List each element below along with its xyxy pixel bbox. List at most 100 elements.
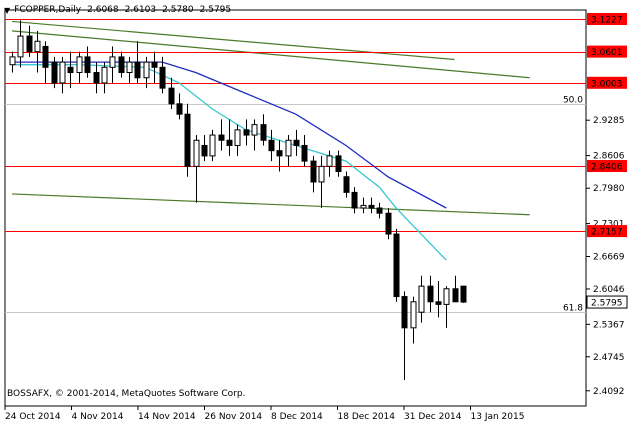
x-axis-tick-label: 31 Dec 2014 xyxy=(404,412,462,422)
candle-body xyxy=(126,61,133,74)
level-price-label: 2.7157 xyxy=(591,228,623,238)
candle-body xyxy=(84,56,91,74)
candle-body xyxy=(118,56,125,74)
candle-body xyxy=(301,144,308,162)
candle-body xyxy=(109,56,116,68)
candle-body xyxy=(193,139,200,167)
level-price-box xyxy=(587,13,627,26)
candle-body xyxy=(218,134,225,141)
candle-body xyxy=(184,113,191,167)
close-value: 2.5795 xyxy=(199,5,232,15)
y-axis-tick-label: 2.8606 xyxy=(593,152,625,162)
candle-body xyxy=(376,207,383,214)
candle-body xyxy=(176,103,183,115)
candle-body xyxy=(393,233,400,298)
candle-body xyxy=(209,134,216,157)
candle-body xyxy=(59,61,66,84)
candle-body xyxy=(335,155,342,173)
trend-line-upper xyxy=(11,20,455,61)
candle-body xyxy=(293,139,300,146)
candle-body xyxy=(260,124,267,141)
candle-body xyxy=(251,124,258,136)
level-price-label: 3.0601 xyxy=(591,48,623,58)
open-value: 2.6068 xyxy=(87,5,119,15)
level-price-box xyxy=(587,225,627,238)
candle-body xyxy=(435,301,442,305)
candle-body xyxy=(443,288,450,305)
level-price-box xyxy=(587,45,627,58)
candle-body xyxy=(343,176,350,193)
candle-body xyxy=(452,288,459,303)
candle-body xyxy=(101,66,108,84)
candle-body xyxy=(9,56,16,66)
candle-body xyxy=(243,129,250,136)
candle-body xyxy=(326,155,333,167)
candle-body xyxy=(226,139,233,146)
candle-body xyxy=(234,129,241,146)
level-price-box xyxy=(587,76,627,89)
candle-body xyxy=(368,204,375,209)
plot-frame xyxy=(4,9,587,407)
x-axis-tick-label: 13 Jan 2015 xyxy=(471,412,525,422)
x-axis-tick-label: 18 Dec 2014 xyxy=(338,412,396,422)
y-axis-tick-label: 2.4092 xyxy=(593,387,625,397)
y-axis-tick-label: 2.4745 xyxy=(593,353,625,363)
candle-body xyxy=(93,72,100,84)
y-axis-tick-label: 2.6669 xyxy=(593,253,625,263)
moving-average-slow xyxy=(12,61,447,209)
current-price-label: 2.5795 xyxy=(591,299,623,309)
candle-body xyxy=(34,40,41,53)
candle-body xyxy=(159,66,166,89)
candle-body xyxy=(268,139,275,152)
candle-body xyxy=(318,165,325,183)
candle-body xyxy=(51,61,58,84)
y-axis-tick-label: 2.5367 xyxy=(593,320,625,330)
level-price-label: 3.1227 xyxy=(591,16,623,26)
trend-line-upper2 xyxy=(11,30,530,79)
candle-body xyxy=(151,61,158,68)
candle-body xyxy=(76,56,83,74)
candle-body xyxy=(351,191,358,209)
candle-body xyxy=(310,160,317,183)
candle-body xyxy=(134,61,141,79)
symbol-label: FCOPPER,Daily xyxy=(14,5,82,15)
fib-level-label: 61.8 xyxy=(563,304,583,314)
candle-body xyxy=(168,87,175,105)
high-value: 2.6103 xyxy=(124,5,157,15)
candle-body xyxy=(360,204,367,209)
y-axis-tick-label: 2.9285 xyxy=(593,116,625,126)
level-price-label: 2.8406 xyxy=(591,163,623,173)
candle-body xyxy=(17,35,24,58)
candle-body xyxy=(143,61,150,79)
candle-body xyxy=(276,150,283,157)
x-axis-tick-label: 14 Nov 2014 xyxy=(138,412,196,422)
trend-line-lower xyxy=(11,193,530,216)
y-axis-tick-label: 2.6046 xyxy=(593,285,625,295)
candle-body xyxy=(460,285,467,303)
y-axis-tick-label: 2.7980 xyxy=(593,184,625,194)
candle-body xyxy=(285,139,292,157)
copyright-text: BOSSAFX, © 2001-2014, MetaQuotes Softwar… xyxy=(7,389,246,399)
candle-body xyxy=(410,301,417,329)
y-axis-tick-label: 2.7301 xyxy=(593,220,625,230)
chart-header: ▼ FCOPPER,Daily 2.6068 2.6103 2.5780 2.5… xyxy=(4,3,231,17)
fib-level-label: 50.0 xyxy=(563,96,583,106)
level-price-label: 3.0003 xyxy=(591,79,623,89)
low-value: 2.5780 xyxy=(162,5,194,15)
candle-body xyxy=(67,66,74,74)
x-axis-tick-label: 26 Nov 2014 xyxy=(205,412,263,422)
candle-body xyxy=(26,35,33,53)
current-price-box xyxy=(586,295,628,309)
candle-body xyxy=(401,296,408,329)
x-axis-tick-label: 24 Oct 2014 xyxy=(5,412,61,422)
candle-body xyxy=(427,285,434,303)
collapse-triangle-icon[interactable]: ▼ xyxy=(4,5,11,15)
candle-body xyxy=(385,212,392,235)
level-price-box xyxy=(587,160,627,173)
x-axis-tick-label: 8 Dec 2014 xyxy=(271,412,323,422)
x-axis-tick-label: 4 Nov 2014 xyxy=(72,412,124,422)
candle-body xyxy=(201,144,208,157)
candle-body xyxy=(418,285,425,313)
